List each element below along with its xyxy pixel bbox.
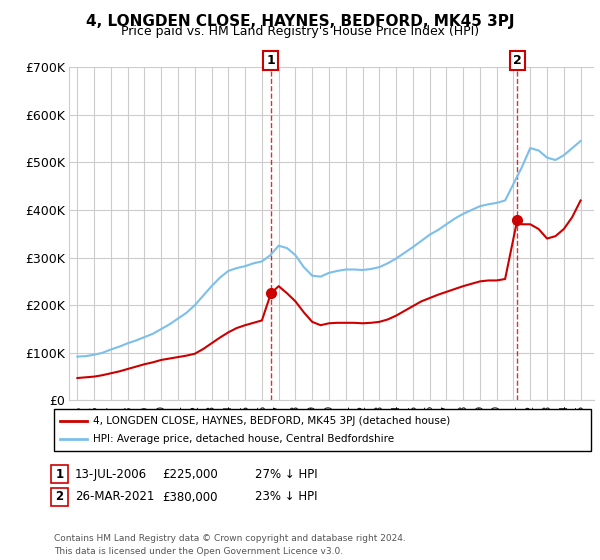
Text: 1: 1 bbox=[55, 468, 64, 480]
Text: 23% ↓ HPI: 23% ↓ HPI bbox=[255, 491, 317, 503]
Text: 1: 1 bbox=[266, 54, 275, 67]
Text: HPI: Average price, detached house, Central Bedfordshire: HPI: Average price, detached house, Cent… bbox=[93, 434, 394, 444]
Text: Price paid vs. HM Land Registry's House Price Index (HPI): Price paid vs. HM Land Registry's House … bbox=[121, 25, 479, 38]
Text: 13-JUL-2006: 13-JUL-2006 bbox=[75, 468, 147, 480]
Text: 4, LONGDEN CLOSE, HAYNES, BEDFORD, MK45 3PJ (detached house): 4, LONGDEN CLOSE, HAYNES, BEDFORD, MK45 … bbox=[93, 416, 450, 426]
Text: 26-MAR-2021: 26-MAR-2021 bbox=[75, 491, 154, 503]
Text: 2: 2 bbox=[55, 491, 64, 503]
Text: £225,000: £225,000 bbox=[162, 468, 218, 480]
Text: 4, LONGDEN CLOSE, HAYNES, BEDFORD, MK45 3PJ: 4, LONGDEN CLOSE, HAYNES, BEDFORD, MK45 … bbox=[86, 14, 514, 29]
Text: £380,000: £380,000 bbox=[162, 491, 218, 503]
Text: 27% ↓ HPI: 27% ↓ HPI bbox=[255, 468, 317, 480]
Text: Contains HM Land Registry data © Crown copyright and database right 2024.
This d: Contains HM Land Registry data © Crown c… bbox=[54, 534, 406, 556]
Text: 2: 2 bbox=[513, 54, 522, 67]
